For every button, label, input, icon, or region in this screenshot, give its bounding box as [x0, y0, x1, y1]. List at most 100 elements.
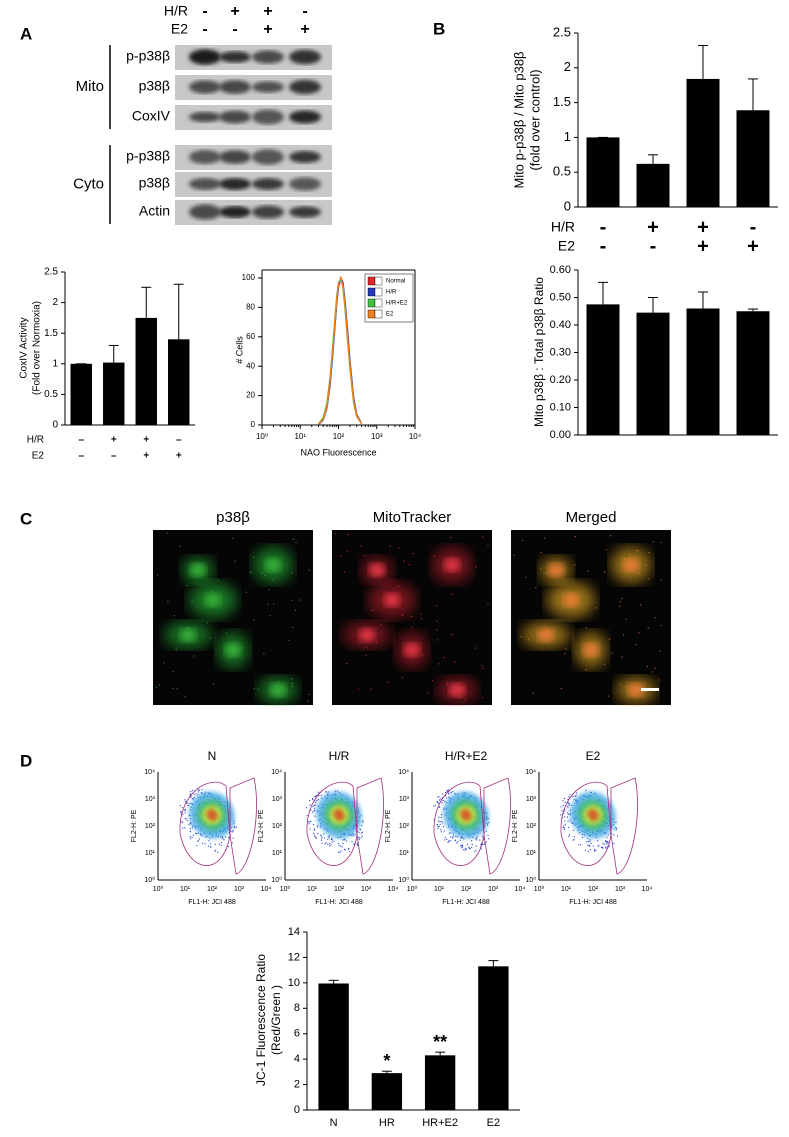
y-axis-label: # Cells [234, 336, 244, 364]
event [455, 835, 457, 837]
blot-band [252, 81, 284, 93]
event [233, 825, 236, 827]
speck [185, 584, 188, 587]
event [330, 838, 333, 840]
speck [474, 647, 476, 649]
speck [360, 545, 362, 547]
speck [155, 686, 158, 688]
event [448, 793, 450, 795]
cell-core [384, 593, 400, 607]
gate [356, 777, 384, 875]
speck [532, 692, 534, 695]
gate [229, 777, 257, 875]
speck [266, 603, 269, 606]
speck [387, 681, 389, 683]
event [593, 850, 596, 852]
flow-y-label: FL2-H: PE [385, 809, 392, 842]
event [567, 820, 569, 822]
flow-x-tick-label: 10² [588, 886, 599, 893]
event [607, 841, 609, 843]
event [358, 831, 360, 833]
event [595, 849, 597, 852]
speck [648, 551, 650, 554]
event [320, 839, 323, 841]
event [189, 828, 191, 830]
blot-band [219, 150, 251, 164]
speck [253, 688, 255, 690]
event [314, 795, 317, 797]
speck [603, 663, 606, 666]
event [327, 843, 329, 845]
event [448, 796, 450, 798]
y-tick-label: 0.40 [550, 319, 571, 331]
speck [357, 688, 360, 691]
event [613, 828, 615, 830]
micrograph [153, 530, 313, 705]
event [616, 827, 618, 830]
flow-x-tick-label: 10³ [615, 886, 626, 893]
flow-y-tick-label: 10³ [399, 796, 410, 803]
blot-row-label: p-p38β [126, 148, 170, 164]
speck [551, 569, 554, 572]
event [460, 845, 463, 847]
event [193, 797, 195, 799]
event [327, 836, 329, 838]
y-tick-label: 1 [52, 358, 58, 369]
speck [242, 647, 244, 649]
event [560, 814, 562, 816]
event [209, 843, 211, 845]
condition-sign: - [302, 3, 307, 20]
flow-y-tick-label: 10⁰ [525, 876, 536, 884]
event [450, 836, 452, 838]
event [564, 823, 567, 825]
event [191, 836, 193, 838]
event [606, 836, 608, 838]
event [475, 849, 477, 852]
speck [420, 617, 423, 620]
event [327, 839, 329, 841]
bar [686, 78, 720, 207]
flow-y-tick-label: 10² [526, 823, 537, 830]
event [480, 848, 482, 850]
event [567, 812, 569, 814]
event [589, 845, 591, 847]
event [189, 793, 191, 795]
flow-x-label: FL1-H: JCI 488 [315, 899, 363, 906]
speck [427, 692, 429, 694]
speck [625, 685, 627, 688]
speck [431, 679, 434, 682]
event [439, 820, 441, 823]
event [189, 830, 192, 833]
event [573, 836, 575, 838]
y-tick-label: 0.5 [44, 389, 58, 400]
event [605, 840, 607, 842]
y-tick-label: 12 [288, 951, 300, 963]
blot-band [289, 177, 321, 191]
speck [288, 639, 290, 642]
event [441, 802, 443, 804]
condition-sign: + [111, 435, 117, 446]
condition-sign: – [176, 435, 182, 446]
speck [389, 545, 391, 548]
flow-title: H/R+E2 [445, 749, 488, 763]
y-tick-label: 0 [564, 198, 571, 213]
event [310, 820, 312, 822]
event [605, 847, 607, 849]
y-tick-label: 0 [52, 420, 58, 431]
condition-label: E2 [171, 21, 188, 37]
event [468, 847, 470, 849]
event [325, 842, 327, 844]
condition-sign: - [202, 3, 207, 20]
micrograph [511, 530, 671, 705]
event [207, 845, 210, 847]
blot-band [189, 111, 221, 123]
legend-swatch-box [374, 298, 383, 308]
speck [621, 656, 623, 658]
blot-row-label: Actin [139, 203, 170, 219]
speck [587, 570, 589, 573]
legend-label: H/R [386, 290, 397, 296]
event [561, 810, 563, 812]
event [460, 837, 462, 839]
event [457, 841, 459, 843]
y-tick-label: 2 [294, 1078, 300, 1090]
